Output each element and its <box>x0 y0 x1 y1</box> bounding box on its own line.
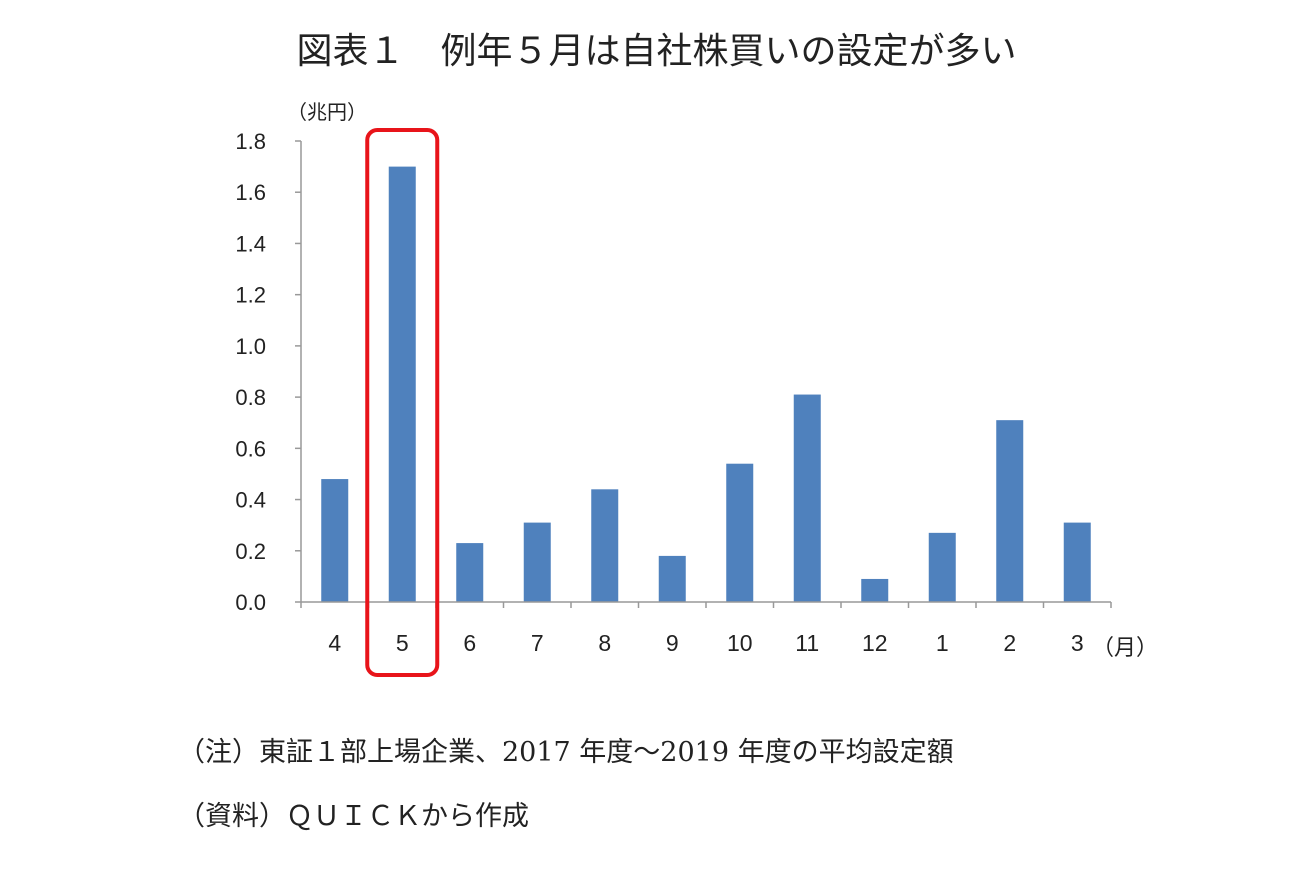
highlight-box-group <box>365 128 440 677</box>
chart-note: （注）東証１部上場企業、2017 年度～2019 年度の平均設定額 <box>178 737 954 768</box>
y-axis-ticks: 0.0 0.2 0.4 0.6 0.8 1.0 1.2 1.4 1.6 1.8 <box>235 129 302 615</box>
y-tick-label: 1.8 <box>235 129 266 154</box>
bars <box>321 166 1091 602</box>
x-axis-unit-label: （月） <box>1092 636 1159 661</box>
x-tick-label: 7 <box>531 630 544 656</box>
bar-11 <box>793 394 821 602</box>
bar-9 <box>658 555 686 602</box>
bar-12 <box>861 578 889 602</box>
x-tick-label: 1 <box>936 630 949 656</box>
x-tick-label: 6 <box>463 630 476 656</box>
y-tick-label: 1.0 <box>235 334 266 359</box>
y-tick-label: 1.6 <box>235 180 266 205</box>
x-tick-label: 9 <box>666 630 679 656</box>
y-tick-label: 0.0 <box>235 590 266 615</box>
x-tick-label: 3 <box>1071 630 1084 656</box>
chart-title: 図表１ 例年５月は自社株買いの設定が多い <box>296 31 1017 72</box>
y-axis-unit-label: （兆円） <box>287 100 367 124</box>
y-tick-label: 1.4 <box>235 231 266 256</box>
x-axis-labels: 4 5 6 7 8 9 10 11 12 1 2 3 <box>328 630 1083 656</box>
bar-2 <box>996 420 1024 602</box>
bar-10 <box>726 463 754 602</box>
y-tick-label: 0.2 <box>235 539 266 564</box>
bar-7 <box>523 522 551 602</box>
x-tick-label: 10 <box>727 630 753 656</box>
x-tick-label: 5 <box>396 630 409 656</box>
bar-8 <box>591 489 619 602</box>
y-tick-label: 0.8 <box>235 385 266 410</box>
y-tick-label: 0.4 <box>235 488 266 513</box>
bar-chart: 0.0 0.2 0.4 0.6 0.8 1.0 1.2 1.4 1.6 1.8 4 5 6 7 8 9 10 1… <box>235 128 1112 677</box>
x-tick-label: 4 <box>328 630 341 656</box>
chart-source: （資料）ＱＵＩＣＫから作成 <box>178 801 529 832</box>
y-tick-label: 0.6 <box>235 436 266 461</box>
x-tick-label: 11 <box>795 630 819 656</box>
bar-4 <box>321 479 349 602</box>
bar-6 <box>456 543 484 602</box>
bar-3 <box>1063 522 1091 602</box>
x-tick-label: 2 <box>1003 630 1016 656</box>
x-axis <box>300 601 1112 608</box>
bar-5 <box>388 166 416 602</box>
x-tick-label: 12 <box>862 630 888 656</box>
x-tick-label: 8 <box>598 630 611 656</box>
y-tick-label: 1.2 <box>235 283 266 308</box>
bar-1 <box>928 532 956 602</box>
highlight-box <box>365 128 440 677</box>
